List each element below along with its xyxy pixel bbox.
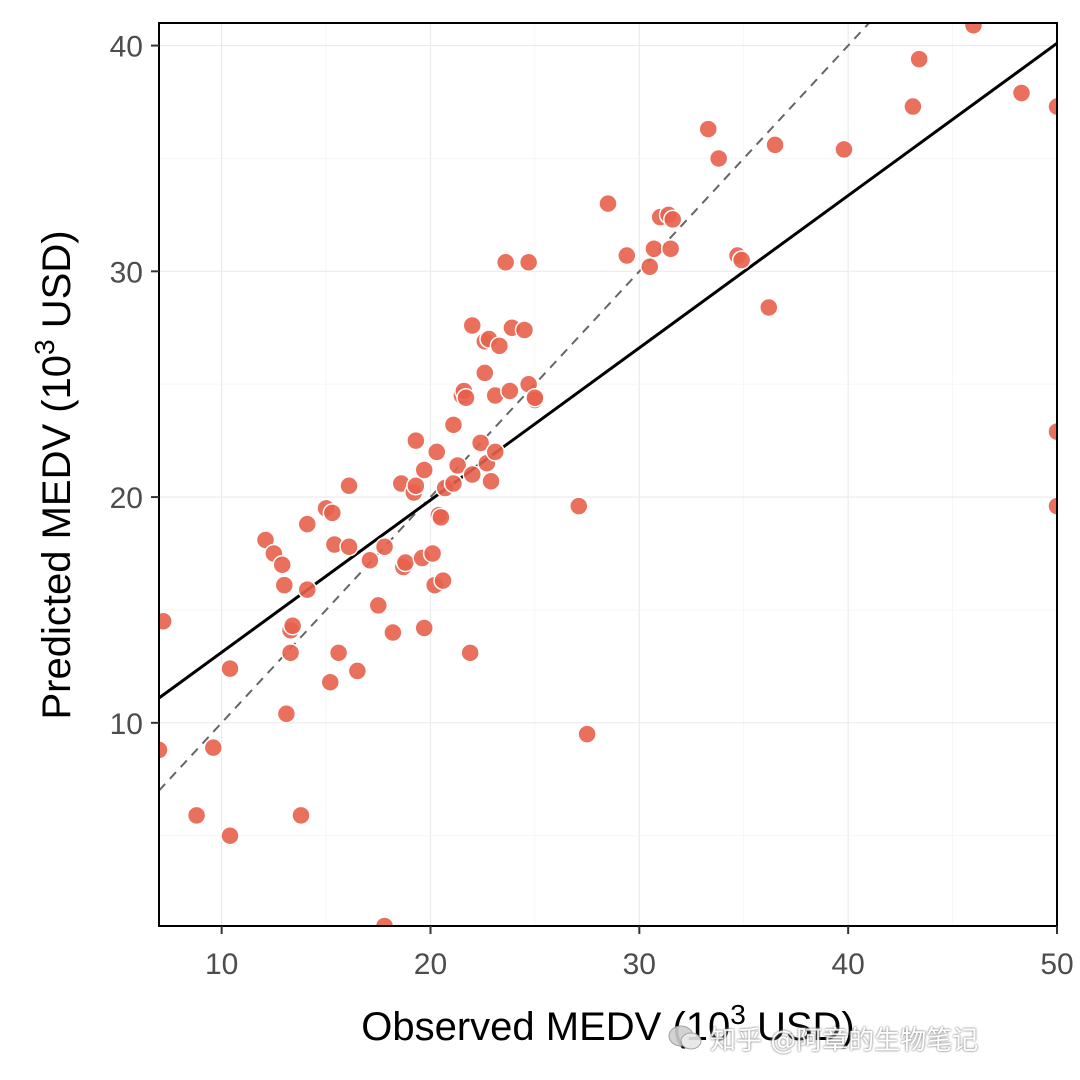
plot-border: [158, 22, 1058, 927]
data-point: [280, 643, 301, 663]
data-point: [368, 595, 389, 616]
data-points: [159, 23, 1057, 926]
x-tick-label: 10: [205, 948, 238, 981]
data-point: [640, 257, 660, 277]
data-point: [460, 643, 480, 663]
data-point: [1047, 96, 1057, 117]
data-point: [414, 460, 434, 480]
y-tick-label: 20: [110, 482, 143, 515]
axis-ticks: 10 20 30 40 50 10 20 30 40: [110, 31, 1074, 981]
identity-line: [159, 23, 870, 792]
x-tick-label: 20: [414, 948, 447, 981]
data-point: [297, 579, 318, 600]
data-point: [282, 616, 303, 636]
data-point: [328, 643, 349, 663]
data-point: [272, 555, 292, 575]
data-point: [662, 209, 683, 230]
data-point: [422, 543, 443, 564]
data-point: [159, 740, 169, 760]
data-point: [577, 724, 597, 744]
data-point: [660, 239, 681, 259]
data-point: [276, 704, 297, 724]
data-point: [433, 570, 453, 591]
y-tick-label: 40: [110, 31, 143, 64]
data-point: [320, 672, 340, 692]
data-point: [518, 252, 539, 273]
data-point: [414, 618, 434, 638]
plot-background: [159, 23, 1057, 926]
data-point: [203, 737, 224, 758]
data-point: [489, 336, 510, 356]
data-point: [708, 148, 729, 169]
data-point: [220, 658, 240, 679]
data-point: [731, 250, 752, 270]
data-point: [274, 575, 295, 595]
data-point: [698, 119, 718, 139]
data-point: [495, 252, 516, 273]
data-point: [456, 387, 476, 408]
data-point: [903, 96, 923, 117]
data-point: [297, 514, 318, 534]
data-point: [485, 442, 505, 462]
watermark-text: 知乎 @阿章的生物笔记: [710, 1025, 979, 1056]
data-point: [1047, 496, 1057, 516]
data-point: [462, 464, 483, 485]
data-point: [220, 825, 240, 846]
data-point: [291, 805, 311, 826]
y-tick-label: 30: [110, 256, 143, 289]
data-point: [443, 415, 464, 435]
data-point: [347, 661, 368, 681]
y-tick-label: 10: [110, 708, 143, 741]
watermark: 知乎 @阿章的生物笔记: [668, 1018, 978, 1058]
x-axis-title: Observed MEDV (103 USD): [361, 999, 855, 1049]
data-point: [514, 320, 535, 340]
data-point: [447, 455, 468, 476]
data-point: [569, 496, 589, 516]
data-point: [406, 430, 426, 451]
data-point: [481, 471, 501, 492]
data-point: [462, 315, 483, 336]
x-tick-label: 30: [623, 948, 656, 981]
data-point: [909, 49, 929, 69]
data-point: [360, 550, 380, 571]
data-point: [159, 611, 173, 631]
data-point: [374, 536, 395, 557]
data-point: [1011, 83, 1032, 103]
data-point: [765, 135, 785, 155]
data-point: [963, 23, 984, 36]
data-point: [186, 805, 207, 826]
data-point: [427, 442, 447, 462]
data-point: [1047, 421, 1057, 442]
data-point: [617, 245, 637, 266]
x-tick-label: 40: [831, 948, 864, 981]
data-point: [374, 916, 395, 926]
data-point: [644, 239, 664, 259]
data-point: [383, 622, 403, 643]
wechat-icon: [668, 1024, 702, 1052]
data-point: [339, 536, 359, 557]
data-point: [525, 387, 545, 408]
data-point: [475, 363, 495, 383]
data-point: [500, 381, 520, 401]
data-point: [395, 552, 416, 573]
data-point: [339, 476, 359, 496]
y-axis-title: Predicted MEDV (103 USD): [29, 230, 79, 719]
data-point: [598, 193, 618, 214]
data-point: [443, 473, 464, 494]
data-point: [759, 297, 779, 318]
x-tick-label: 50: [1040, 948, 1073, 981]
data-point: [431, 507, 451, 528]
data-point: [834, 139, 854, 160]
data-point: [470, 433, 491, 453]
data-point: [406, 476, 426, 496]
data-point: [322, 503, 343, 523]
